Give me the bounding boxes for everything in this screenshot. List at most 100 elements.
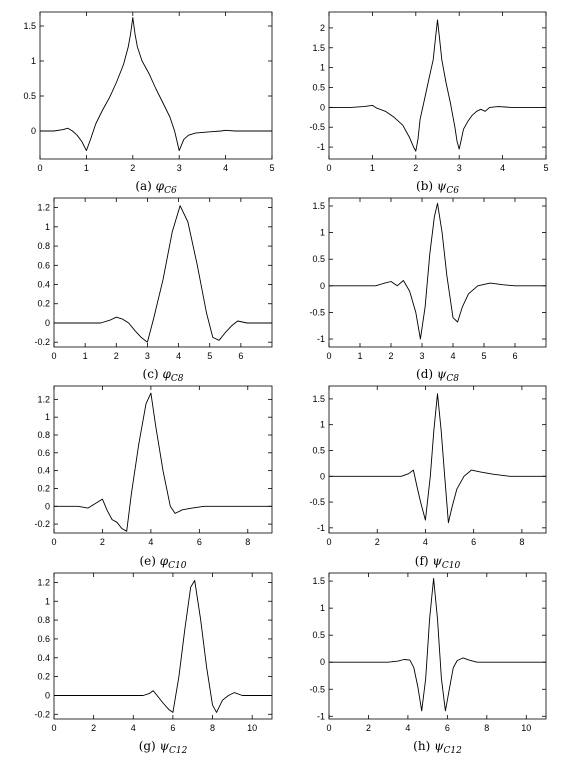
y-tick-label: 0 — [320, 657, 325, 667]
x-tick-label: 2 — [413, 163, 418, 173]
x-tick-label: 4 — [223, 163, 228, 173]
x-tick-label: 2 — [91, 723, 96, 733]
caption-subscript: C12 — [169, 746, 188, 756]
y-tick-label: 1 — [45, 596, 50, 606]
series-line — [40, 17, 272, 152]
y-tick-label: 1 — [320, 63, 325, 73]
x-tick-label: 0 — [326, 163, 331, 173]
x-tick-label: 6 — [471, 537, 476, 547]
x-tick-label: 8 — [519, 537, 524, 547]
x-tick-label: 4 — [423, 537, 428, 547]
x-tick-label: 6 — [445, 723, 450, 733]
caption-subscript: C6 — [446, 186, 459, 196]
plot-frame — [328, 11, 547, 160]
x-tick-label: 2 — [375, 537, 380, 547]
panel-h: 0 2 4 6 8 10 -1 -0.5 0 0.5 1 1.5 (h) ψC12 — [309, 572, 547, 756]
y-tick-label: 0 — [320, 102, 325, 112]
caption-prefix: (c) — [143, 367, 163, 381]
caption-symbol: ψ — [437, 367, 447, 381]
caption-prefix: (g) — [139, 739, 160, 753]
y-tick-label: 0 — [320, 471, 325, 481]
x-tick-label: 2 — [366, 723, 371, 733]
panel-f: 0 2 4 6 8 -1 -0.5 0 0.5 1 1.5 (f) ψC10 — [309, 385, 547, 571]
series-line — [329, 577, 546, 712]
y-tick-label: 1.5 — [23, 21, 36, 31]
x-tick-label: 0 — [37, 163, 42, 173]
x-tick-label: 6 — [170, 723, 175, 733]
x-tick-label: 8 — [245, 537, 250, 547]
y-tick-label: 1 — [320, 420, 325, 430]
x-tick-label: 6 — [197, 537, 202, 547]
caption-subscript: C10 — [168, 561, 187, 571]
y-tick-label: 0.5 — [312, 82, 325, 92]
panel-d: 0 1 2 3 4 5 6 -1 -0.5 0 0.5 1 1.5 (d) ψC8 — [309, 197, 547, 384]
caption-subscript: C12 — [443, 746, 462, 756]
y-tick-label: 1.5 — [312, 394, 325, 404]
panel-caption: (b) ψC6 — [416, 179, 459, 196]
panel-g: 0 2 4 6 8 10-0.200.20.40.60.811.2(g) ψC12 — [34, 572, 273, 756]
x-tick-label: 10 — [247, 723, 257, 733]
caption-subscript: C8 — [171, 374, 184, 384]
plot-frame — [39, 11, 273, 160]
y-tick-label: 0.4 — [37, 466, 50, 476]
x-tick-label: 6 — [512, 351, 517, 361]
y-tick-label: 0.4 — [37, 653, 50, 663]
caption-subscript: C10 — [442, 561, 461, 571]
y-tick-label: -0.5 — [309, 307, 325, 317]
y-tick-label: -0.5 — [309, 684, 325, 694]
caption-prefix: (h) — [413, 739, 434, 753]
x-tick-label: 4 — [176, 351, 181, 361]
y-tick-label: 0.4 — [37, 280, 50, 290]
y-tick-label: 0 — [31, 126, 36, 136]
x-tick-label: 2 — [388, 351, 393, 361]
y-tick-label: 0.6 — [37, 634, 50, 644]
x-tick-label: 5 — [543, 163, 548, 173]
plot-frame — [53, 197, 273, 348]
y-tick-label: 1.2 — [37, 203, 50, 213]
x-tick-label: 6 — [238, 351, 243, 361]
x-tick-label: 2 — [114, 351, 119, 361]
y-tick-label: 0.8 — [37, 615, 50, 625]
x-tick-label: 4 — [450, 351, 455, 361]
y-tick-label: 0 — [320, 281, 325, 291]
panel-caption: (f) ψC10 — [415, 554, 461, 571]
caption-symbol: φ — [156, 179, 165, 193]
panel-caption: (h) ψC12 — [413, 739, 462, 756]
series-line — [54, 205, 272, 343]
caption-prefix: (b) — [416, 179, 437, 193]
series-line — [54, 392, 272, 532]
panel-a: 0 1 2 3 4 5 0 0.5 1 1.5 (a) φC6 — [23, 11, 275, 196]
series-line — [54, 580, 272, 713]
panel-caption: (a) φC6 — [135, 179, 177, 196]
caption-symbol: ψ — [160, 739, 170, 753]
y-tick-label: 0 — [45, 690, 50, 700]
x-tick-label: 0 — [51, 351, 56, 361]
x-tick-label: 4 — [148, 537, 153, 547]
x-tick-label: 2 — [100, 537, 105, 547]
y-tick-label: 0 — [45, 318, 50, 328]
caption-symbol: φ — [162, 367, 171, 381]
y-tick-label: 2 — [320, 23, 325, 33]
caption-prefix: (e) — [139, 554, 159, 568]
panel-caption: (g) ψC12 — [139, 739, 188, 756]
y-tick-label: 0.2 — [37, 672, 50, 682]
x-tick-label: 0 — [326, 723, 331, 733]
y-tick-label: -0.2 — [34, 337, 50, 347]
y-tick-label: 1.5 — [312, 43, 325, 53]
x-tick-label: 5 — [269, 163, 274, 173]
y-tick-label: 0.8 — [37, 241, 50, 251]
caption-subscript: C6 — [164, 186, 177, 196]
x-tick-label: 1 — [84, 163, 89, 173]
x-tick-label: 3 — [145, 351, 150, 361]
panel-b: 0 1 2 3 4 5 -1 -0.5 0 0.5 1 1.5 2 (b) ψC6 — [309, 11, 549, 196]
x-tick-label: 2 — [130, 163, 135, 173]
x-tick-label: 4 — [131, 723, 136, 733]
x-tick-label: 5 — [207, 351, 212, 361]
y-tick-label: 0.5 — [23, 91, 36, 101]
y-tick-label: 1 — [45, 222, 50, 232]
x-tick-label: 8 — [484, 723, 489, 733]
series-line — [329, 19, 546, 152]
x-tick-label: 3 — [177, 163, 182, 173]
x-tick-label: 4 — [500, 163, 505, 173]
